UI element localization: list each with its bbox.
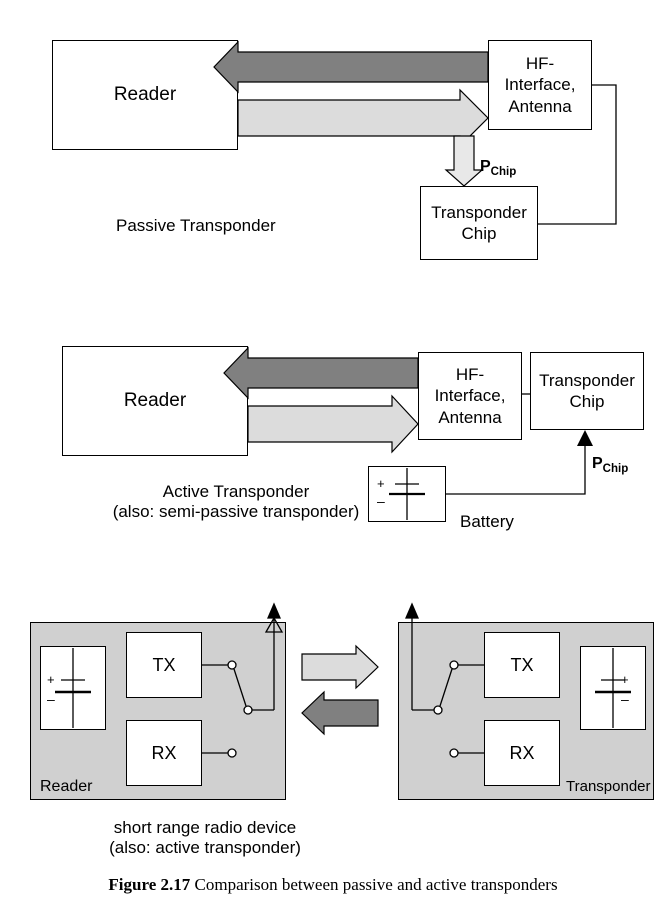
active-hf-text: HF- Interface, Antenna bbox=[435, 364, 506, 428]
srd-p1-label: P1 bbox=[322, 656, 343, 676]
active-battery-to-chip bbox=[446, 444, 585, 494]
passive-hf-text: HF- Interface, Antenna bbox=[505, 53, 576, 117]
passive-arrow-light bbox=[238, 90, 488, 146]
active-battery-arrowhead bbox=[577, 430, 593, 446]
srd-left-tx: TX bbox=[126, 632, 202, 698]
active-hf-box: HF- Interface, Antenna bbox=[418, 352, 522, 440]
srd-transponder-label: Transponder bbox=[566, 778, 651, 795]
passive-reader-text: Reader bbox=[114, 83, 176, 107]
active-pchip-label: PChip bbox=[592, 455, 628, 475]
figure-caption: Figure 2.17 Comparison between passive a… bbox=[0, 875, 666, 895]
srd-right-rx: RX bbox=[484, 720, 560, 786]
active-caption: Active Transponder (also: semi-passive t… bbox=[106, 482, 366, 522]
active-battery-label: Battery bbox=[460, 512, 514, 532]
active-battery-box bbox=[368, 466, 446, 522]
passive-reader-box: Reader bbox=[52, 40, 238, 150]
passive-chip-box: Transponder Chip bbox=[420, 186, 538, 260]
diagram-canvas: Reader HF- Interface, Antenna Transponde… bbox=[0, 0, 666, 906]
srd-left-rx: RX bbox=[126, 720, 202, 786]
srd-right-tx: TX bbox=[484, 632, 560, 698]
srd-caption: short range radio device (also: active t… bbox=[90, 818, 320, 858]
srd-left-battery bbox=[40, 646, 106, 730]
active-chip-box: Transponder Chip bbox=[530, 352, 644, 430]
passive-pchip-label: PChip bbox=[480, 158, 516, 178]
active-arrow-top-label: ~P1' bbox=[310, 362, 345, 382]
active-reader-box: Reader bbox=[62, 346, 248, 456]
srd-p2-label: P2 bbox=[322, 702, 343, 722]
passive-caption: Passive Transponder bbox=[116, 216, 276, 236]
passive-hf-box: HF- Interface, Antenna bbox=[488, 40, 592, 130]
passive-arrow-down bbox=[446, 136, 482, 186]
passive-chip-text: Transponder Chip bbox=[431, 202, 527, 245]
srd-reader-label: Reader bbox=[40, 778, 92, 796]
active-chip-text: Transponder Chip bbox=[539, 370, 635, 413]
srd-right-battery bbox=[580, 646, 646, 730]
passive-arrow-bottom-label: P1 bbox=[340, 108, 362, 129]
passive-arrow-top-label: ~ P1–PChip bbox=[296, 55, 375, 75]
active-arrow-bottom-label: P1 bbox=[316, 414, 338, 435]
active-reader-text: Reader bbox=[124, 389, 186, 413]
